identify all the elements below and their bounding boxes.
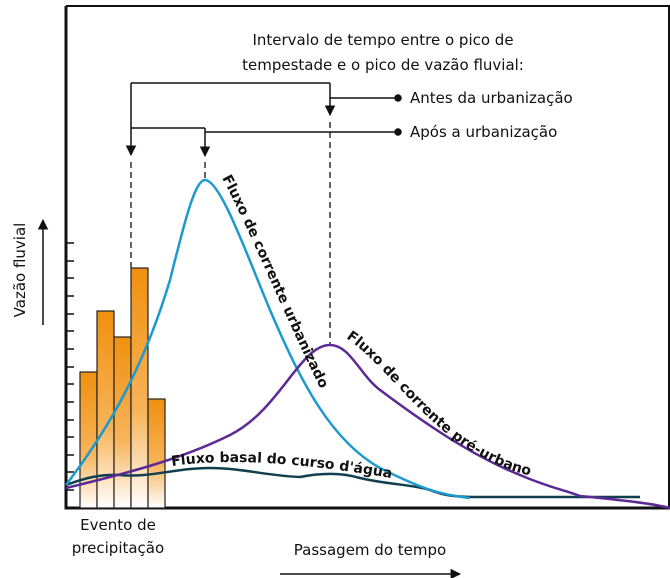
precip-label: precipitação bbox=[72, 539, 164, 557]
brackets bbox=[125, 82, 402, 158]
curve-label: Fluxo de corrente pré-urbano bbox=[344, 328, 533, 479]
urban-curve bbox=[65, 178, 471, 500]
precip-label: Evento de bbox=[80, 516, 156, 534]
dashed-lines bbox=[130, 122, 331, 345]
curve-label-path: Fluxo de corrente pré-urbano bbox=[344, 328, 533, 479]
legend-label: Após a urbanização bbox=[410, 123, 557, 141]
y-ticks bbox=[66, 242, 74, 491]
frame bbox=[64, 5, 670, 510]
title-line: Intervalo de tempo entre o pico de bbox=[252, 31, 513, 49]
precipitation-bars bbox=[79, 267, 166, 509]
title-line: tempestade e o pico de vazão fluvial: bbox=[242, 56, 524, 74]
legend-label: Antes da urbanização bbox=[410, 89, 573, 107]
y-axis-label: Vazão fluvial bbox=[11, 223, 29, 318]
x-axis-label: Passagem do tempo bbox=[294, 541, 446, 559]
curve-label-path: Fluxo de corrente urbanizado bbox=[218, 172, 331, 391]
curve-label: Fluxo de corrente urbanizado bbox=[218, 172, 331, 391]
pre-urban-curve bbox=[65, 343, 670, 510]
